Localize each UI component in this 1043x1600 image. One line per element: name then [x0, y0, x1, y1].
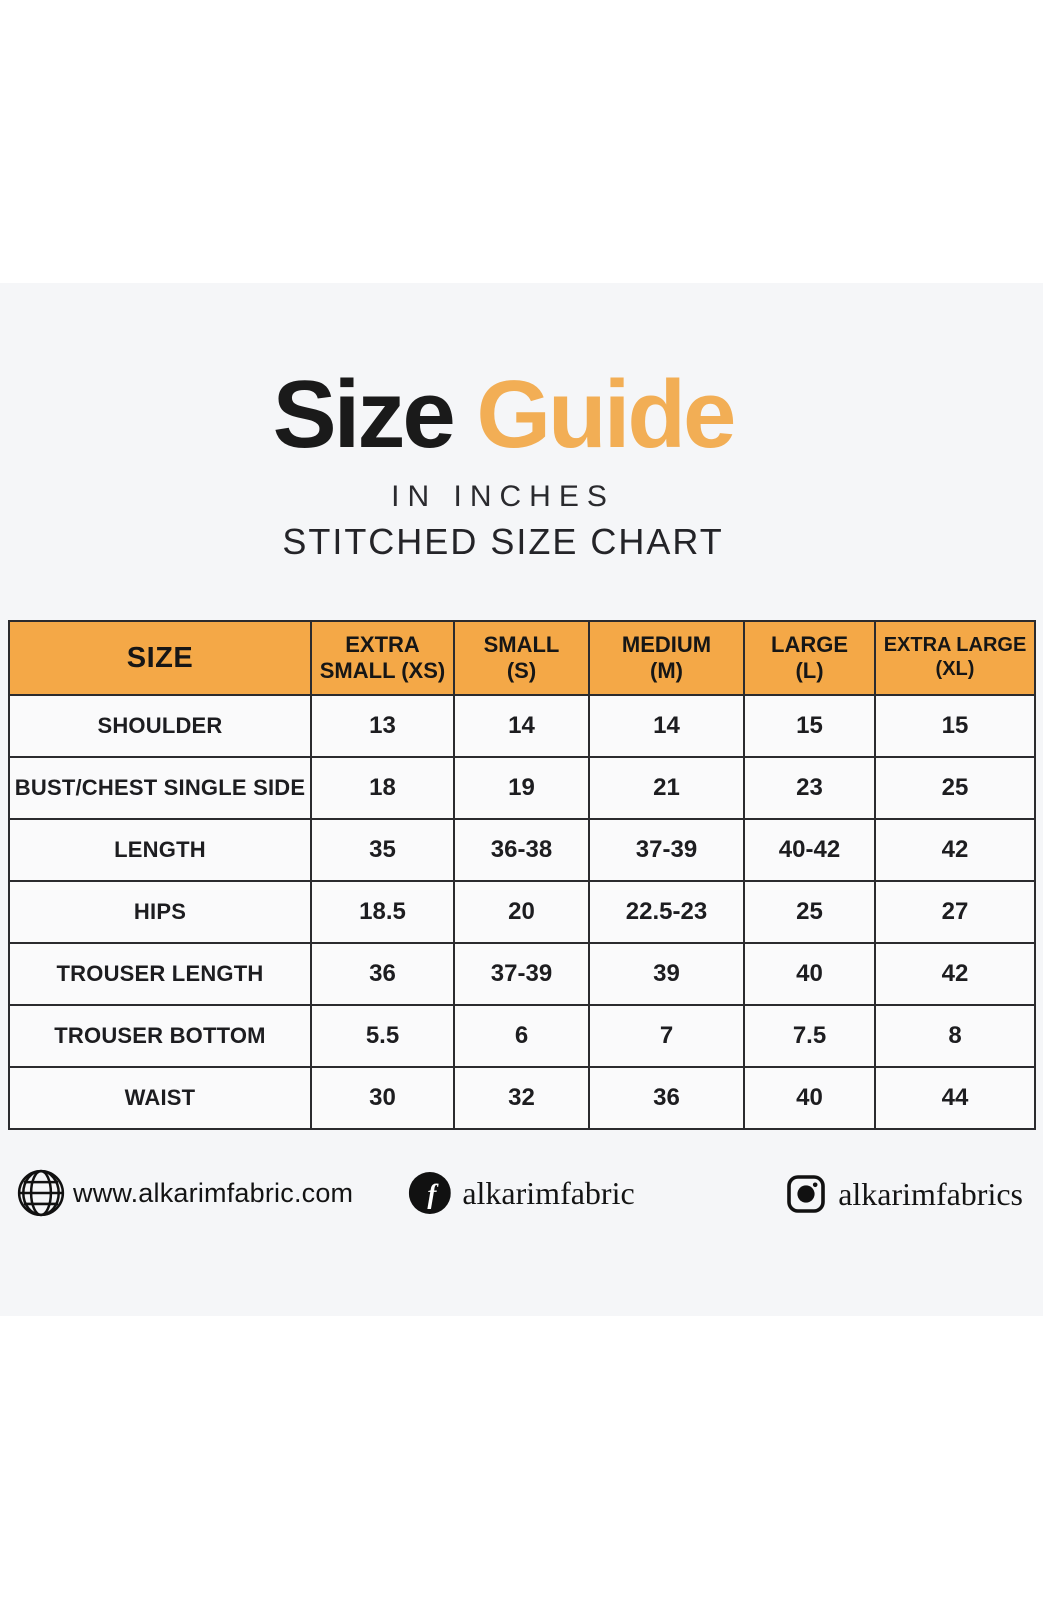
value-cell: 37-39: [588, 818, 745, 882]
row-label-cell: TROUSER BOTTOM: [8, 1004, 312, 1068]
row-label-cell: SHOULDER: [8, 694, 312, 758]
value-cell: 23: [743, 756, 876, 820]
value-cell: 15: [874, 694, 1036, 758]
value-cell: 14: [453, 694, 590, 758]
value-cell: 27: [874, 880, 1036, 944]
page-title: Size Guide: [0, 366, 1006, 464]
value-cell: 13: [310, 694, 455, 758]
value-cell: 37-39: [453, 942, 590, 1006]
value-cell: 18: [310, 756, 455, 820]
website-item: www.alkarimfabric.com: [16, 1168, 353, 1218]
value-cell: 6: [453, 1004, 590, 1068]
value-cell: 15: [743, 694, 876, 758]
value-cell: 40: [743, 942, 876, 1006]
value-cell: 5.5: [310, 1004, 455, 1068]
value-cell: 19: [453, 756, 590, 820]
row-label-cell: TROUSER LENGTH: [8, 942, 312, 1006]
instagram-icon: [787, 1175, 826, 1213]
value-cell: 21: [588, 756, 745, 820]
header-row: SIZE EXTRA SMALL (XS) SMALL (S) MEDIUM (M) L…: [8, 620, 1036, 696]
column-header: SMALL (S): [453, 620, 590, 696]
facebook-icon: f: [408, 1172, 451, 1214]
value-cell: 40-42: [743, 818, 876, 882]
row-label-cell: BUST/CHEST SINGLE SIDE: [8, 756, 312, 820]
value-cell: 25: [743, 880, 876, 944]
value-cell: 42: [874, 818, 1036, 882]
row-label-cell: WAIST: [8, 1066, 312, 1130]
value-cell: 32: [453, 1066, 590, 1130]
value-cell: 36: [310, 942, 455, 1006]
facebook-item: f alkarimfabric: [408, 1172, 635, 1214]
instagram-handle: alkarimfabrics: [838, 1175, 1023, 1212]
value-cell: 22.5-23: [588, 880, 745, 944]
value-cell: 40: [743, 1066, 876, 1130]
facebook-handle: alkarimfabric: [462, 1174, 635, 1211]
value-cell: 20: [453, 880, 590, 944]
column-header: MEDIUM (M): [588, 620, 745, 696]
table-row: BUST/CHEST SINGLE SIDE 18 19 21 23 25: [8, 756, 1036, 820]
value-cell: 36-38: [453, 818, 590, 882]
value-cell: 7: [588, 1004, 745, 1068]
value-cell: 42: [874, 942, 1036, 1006]
subtitle-in-inches: IN INCHES: [391, 479, 615, 513]
column-header-size: SIZE: [8, 620, 312, 696]
table-row: SHOULDER 13 14 14 15 15: [8, 694, 1036, 758]
value-cell: 7.5: [743, 1004, 876, 1068]
size-chart-table: SIZE EXTRA SMALL (XS) SMALL (S) MEDIUM (M) L…: [8, 620, 1036, 1130]
row-label-cell: LENGTH: [8, 818, 312, 882]
title-word-guide: Guide: [476, 361, 736, 468]
value-cell: 36: [588, 1066, 745, 1130]
title-block: Size Guide IN INCHES STITCHED SIZE CHART: [0, 366, 1006, 563]
instagram-item: alkarimfabrics: [786, 1174, 1023, 1214]
table-row: LENGTH 35 36-38 37-39 40-42 42: [8, 818, 1036, 882]
globe-icon: [17, 1169, 65, 1217]
value-cell: 18.5: [310, 880, 455, 944]
value-cell: 25: [874, 756, 1036, 820]
table-row: TROUSER BOTTOM 5.5 6 7 7.5 8: [8, 1004, 1036, 1068]
subtitle-stitched-size-chart: STITCHED SIZE CHART: [282, 520, 724, 562]
row-label-cell: HIPS: [8, 880, 312, 944]
website-url: www.alkarimfabric.com: [73, 1177, 354, 1208]
value-cell: 8: [874, 1004, 1036, 1068]
footer: www.alkarimfabric.com f alkarimfabric al…: [0, 1164, 1043, 1228]
value-cell: 14: [588, 694, 745, 758]
column-header: EXTRA LARGE (XL): [874, 620, 1036, 696]
table-row: TROUSER LENGTH 36 37-39 39 40 42: [8, 942, 1036, 1006]
column-header: LARGE (L): [743, 620, 876, 696]
title-word-size: Size: [272, 361, 456, 468]
value-cell: 35: [310, 818, 455, 882]
value-cell: 39: [588, 942, 745, 1006]
value-cell: 30: [310, 1066, 455, 1130]
value-cell: 44: [874, 1066, 1036, 1130]
table-row: HIPS 18.5 20 22.5-23 25 27: [8, 880, 1036, 944]
column-header: EXTRA SMALL (XS): [310, 620, 455, 696]
table-row: WAIST 30 32 36 40 44: [8, 1066, 1036, 1130]
